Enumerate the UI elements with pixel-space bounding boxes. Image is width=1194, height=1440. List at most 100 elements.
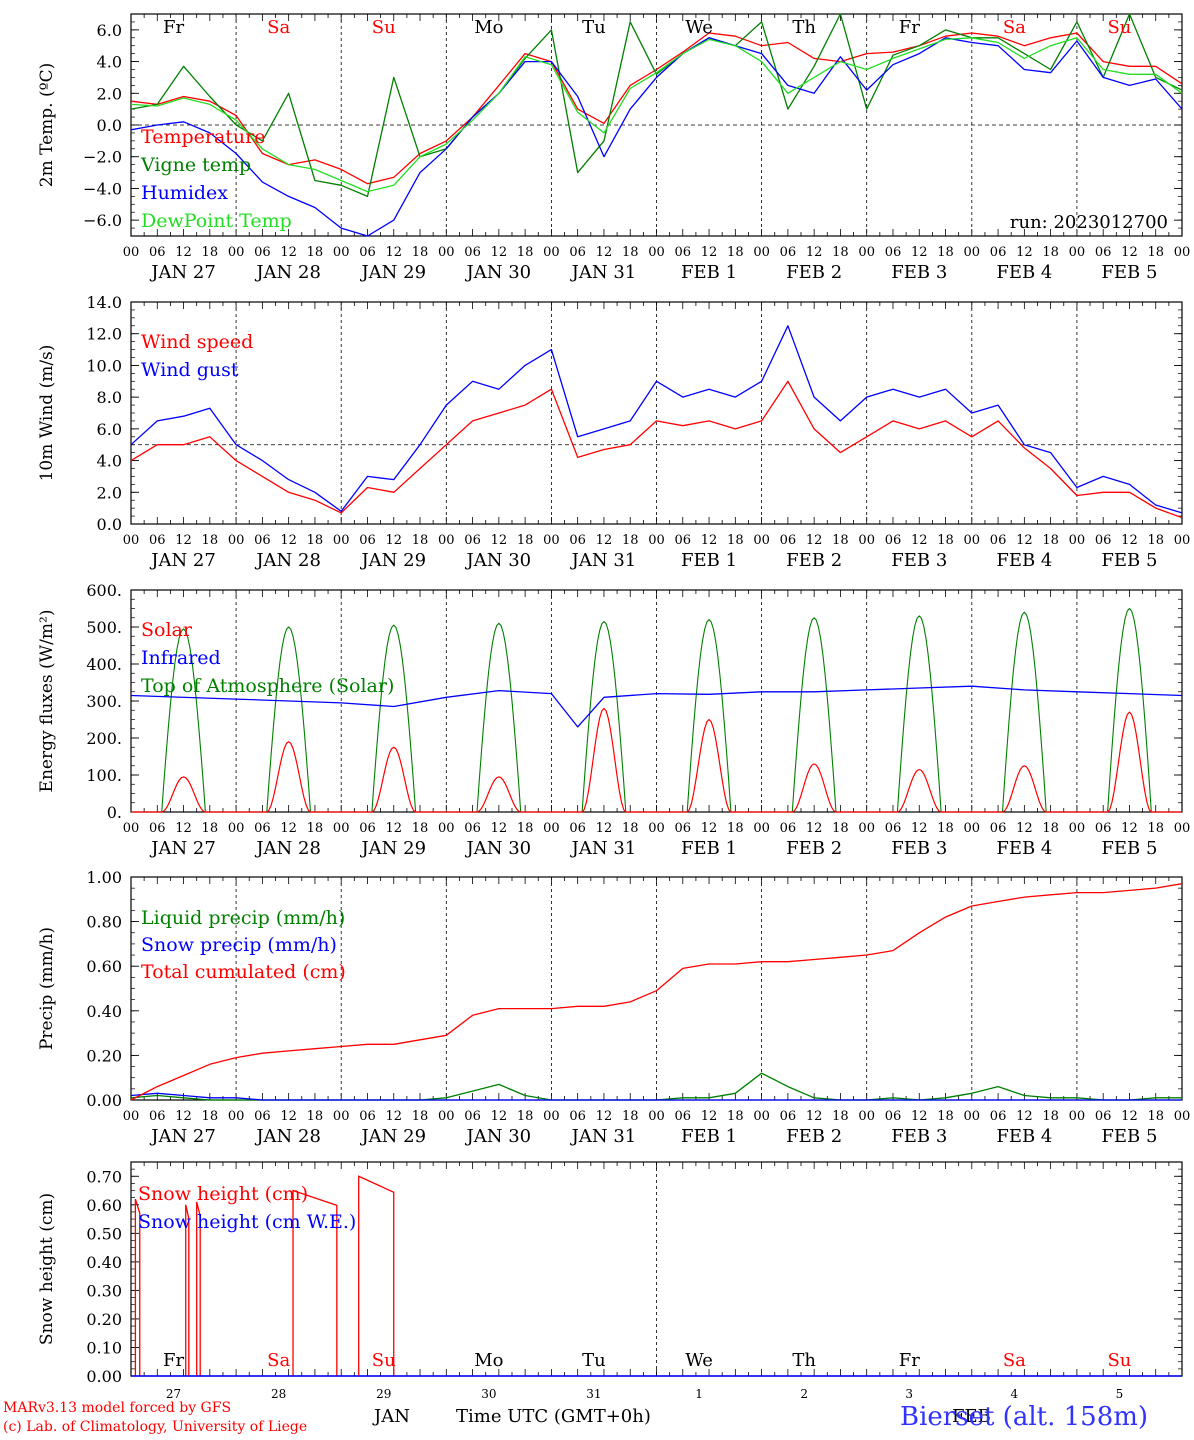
day-label: FEB 5: [1101, 262, 1157, 283]
day-label: FEB 4: [996, 1126, 1052, 1147]
y-tick-label: 0.60: [86, 1196, 122, 1215]
hour-tick-label: 00: [438, 1109, 455, 1124]
series-line: [130, 37, 1183, 237]
solar-line: [761, 763, 867, 813]
credit-line-2: (c) Lab. of Climatology, University of L…: [3, 1419, 308, 1435]
legend-entry: Infrared: [141, 647, 221, 669]
hour-tick-label: 06: [149, 245, 166, 260]
day-label: FEB 4: [996, 550, 1052, 571]
y-tick-label: 0.40: [86, 1253, 122, 1272]
hour-tick-label: 06: [675, 245, 692, 260]
y-tick-label: 0.0: [97, 515, 122, 534]
hour-tick-label: 06: [885, 1109, 902, 1124]
hour-tick-label: 06: [780, 1109, 797, 1124]
weekday-label-bottom: Tu: [582, 1350, 606, 1371]
y-tick-label: 0.20: [86, 1046, 122, 1065]
y-tick-label: 500.: [86, 618, 122, 637]
hour-tick-label: 06: [885, 821, 902, 836]
hour-tick-label: 06: [990, 245, 1007, 260]
hour-tick-label: 12: [491, 245, 508, 260]
y-axis-title: 2m Temp. (ºC): [37, 63, 57, 188]
legend-entry: Snow height (cm): [138, 1183, 308, 1205]
hour-tick-label: 18: [832, 1109, 849, 1124]
hour-tick-label: 00: [543, 533, 560, 548]
hour-tick-label: 06: [359, 1109, 376, 1124]
hour-tick-label: 06: [464, 821, 481, 836]
series-line: [130, 37, 1183, 193]
hour-tick-label: 12: [1016, 821, 1033, 836]
y-axis-title: Snow height (cm): [37, 1193, 57, 1345]
hour-tick-label: 00: [648, 821, 665, 836]
hour-tick-label: 00: [858, 1109, 875, 1124]
hour-tick-label: 12: [1121, 533, 1138, 548]
day-label: FEB 2: [786, 838, 842, 859]
hour-tick-label: 12: [280, 245, 297, 260]
hour-tick-label: 00: [228, 245, 245, 260]
hour-tick-label: 00: [753, 821, 770, 836]
weekday-label-top: We: [685, 17, 713, 38]
hour-tick-label: 18: [412, 821, 429, 836]
day-label: JAN 31: [570, 1126, 637, 1147]
hour-tick-label: 00: [438, 821, 455, 836]
hour-tick-label: 12: [806, 821, 823, 836]
hour-tick-label: 12: [175, 1109, 192, 1124]
weekday-label-top: Th: [792, 17, 816, 38]
hour-tick-label: 00: [1174, 1109, 1191, 1124]
y-tick-label: 200.: [86, 729, 122, 748]
solar-line: [446, 776, 552, 813]
hour-tick-label: 00: [1174, 245, 1191, 260]
hour-tick-label: 06: [990, 533, 1007, 548]
snow-height-line: [292, 1189, 338, 1376]
day-label: FEB 2: [786, 550, 842, 571]
hour-tick-label: 06: [569, 533, 586, 548]
snow-height-line: [358, 1175, 395, 1376]
hour-tick-label: 18: [832, 821, 849, 836]
legend-entry: Top of Atmosphere (Solar): [141, 675, 394, 697]
toa-solar-line: [656, 619, 762, 813]
solar-line: [236, 741, 342, 813]
hour-tick-label: 18: [1042, 533, 1059, 548]
hour-tick-label: 18: [202, 1109, 219, 1124]
y-axis-title: Precip (mm/h): [37, 927, 57, 1050]
day-label: FEB 3: [891, 838, 947, 859]
hour-tick-label: 12: [1121, 1109, 1138, 1124]
hour-tick-label: 12: [385, 1109, 402, 1124]
hour-tick-label: 12: [491, 533, 508, 548]
hour-tick-label: 12: [911, 245, 928, 260]
hour-tick-label: 18: [517, 533, 534, 548]
hour-tick-label: 00: [964, 821, 981, 836]
hour-tick-label: 00: [964, 1109, 981, 1124]
hour-tick-label: 00: [858, 533, 875, 548]
hour-tick-label: 18: [412, 533, 429, 548]
hour-tick-label: 18: [622, 533, 639, 548]
series-line: [130, 1092, 1182, 1101]
solar-line: [866, 768, 972, 813]
solar-line: [131, 776, 237, 813]
hour-tick-label: 00: [123, 245, 140, 260]
hour-tick-label: 18: [202, 533, 219, 548]
hour-tick-label: 00: [438, 533, 455, 548]
panel-3: 600. 500. 400. 300. 200. 100. 0. Energy fluxes …: [37, 581, 1190, 859]
legend-entry: Vigne temp: [140, 154, 251, 176]
hour-tick-label: 12: [911, 1109, 928, 1124]
hour-tick-label: 18: [517, 245, 534, 260]
weekday-label-bottom: Sa: [267, 1350, 290, 1371]
hour-tick-label: 18: [1147, 821, 1164, 836]
day-number-label: 2: [800, 1387, 808, 1401]
hour-tick-label: 18: [937, 1109, 954, 1124]
day-label: FEB 2: [786, 1126, 842, 1147]
y-tick-label: 14.0: [86, 293, 122, 312]
y-axis-title: 10m Wind (m/s): [37, 345, 57, 482]
y-tick-label: 0.60: [86, 957, 122, 976]
hour-tick-label: 00: [333, 533, 350, 548]
weekday-label-top: Tu: [582, 17, 606, 38]
hour-tick-label: 06: [149, 1109, 166, 1124]
hour-tick-label: 18: [1147, 245, 1164, 260]
hour-tick-label: 00: [543, 821, 560, 836]
day-label: JAN 31: [570, 262, 637, 283]
hour-tick-label: 00: [123, 1109, 140, 1124]
day-label: FEB 1: [681, 262, 737, 283]
legend-entry: Wind speed: [141, 331, 253, 353]
day-label: FEB 3: [891, 1126, 947, 1147]
hour-tick-label: 12: [701, 245, 718, 260]
